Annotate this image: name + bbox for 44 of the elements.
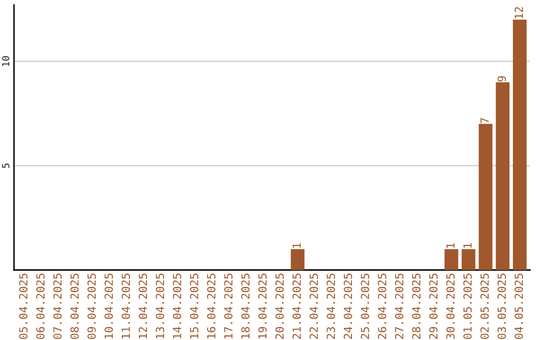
x-tick-label: 05.04.2025 bbox=[19, 274, 28, 339]
x-tick-label: 24.04.2025 bbox=[344, 274, 352, 339]
x-tick-label: 16.04.2025 bbox=[207, 274, 216, 338]
x-tick-label: 29.04.2025 bbox=[429, 274, 438, 339]
x-tick-label: 14.04.2025 bbox=[172, 274, 182, 338]
x-tick-label: 28.04.2025 bbox=[412, 274, 420, 339]
bar bbox=[290, 249, 304, 270]
x-tick-label: 15.04.2025 bbox=[190, 274, 198, 338]
data-label: 7 bbox=[480, 118, 489, 124]
x-tick-label: 23.04.2025 bbox=[326, 274, 336, 339]
data-label: 12 bbox=[514, 7, 523, 18]
x-tick-label: 17.04.2025 bbox=[224, 274, 233, 338]
x-tick-label: 09.04.2025 bbox=[87, 274, 96, 339]
bar bbox=[478, 124, 492, 270]
data-label: 9 bbox=[498, 76, 506, 82]
bar bbox=[512, 20, 527, 270]
x-tick-label: 25.04.2025 bbox=[360, 274, 370, 339]
x-tick-label: 02.05.2025 bbox=[480, 274, 489, 339]
y-tick-label: 5 bbox=[2, 164, 10, 168]
y-tick-label: 10 bbox=[2, 56, 10, 66]
x-tick-label: 06.04.2025 bbox=[36, 274, 45, 339]
x-tick-label: 07.04.2025 bbox=[53, 274, 62, 339]
x-tick-label: 18.04.2025 bbox=[241, 274, 250, 338]
data-label: 1 bbox=[292, 243, 301, 248]
data-label: 1 bbox=[446, 243, 454, 248]
x-tick-label: 30.04.2025 bbox=[446, 274, 455, 339]
x-tick-label: 13.04.2025 bbox=[156, 274, 164, 338]
x-tick-label: 03.05.2025 bbox=[498, 274, 506, 339]
x-tick-label: 26.04.2025 bbox=[378, 274, 386, 339]
x-tick-label: 21.04.2025 bbox=[292, 274, 301, 339]
data-label: 1 bbox=[463, 243, 472, 248]
x-tick-label: 01.05.2025 bbox=[463, 274, 472, 339]
bar bbox=[444, 249, 458, 270]
x-tick-label: 08.04.2025 bbox=[70, 274, 79, 339]
x-tick-label: 11.04.2025 bbox=[122, 274, 130, 338]
x-tick-label: 19.04.2025 bbox=[258, 274, 267, 338]
x-tick-label: 10.04.2025 bbox=[104, 274, 113, 338]
x-tick-label: 04.05.2025 bbox=[514, 274, 523, 339]
bar bbox=[496, 82, 510, 270]
x-tick-label: 20.04.2025 bbox=[275, 274, 284, 339]
bar bbox=[462, 249, 476, 270]
x-tick-label: 27.04.2025 bbox=[394, 274, 404, 339]
x-tick-label: 22.04.2025 bbox=[310, 274, 318, 339]
x-tick-label: 12.04.2025 bbox=[138, 274, 148, 338]
